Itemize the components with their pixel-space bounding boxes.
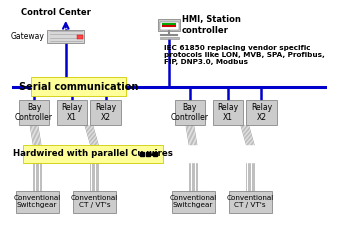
Text: IEC 61850 replacing vendor specific
protocols like LON, MVB, SPA, Profibus,
FIP,: IEC 61850 replacing vendor specific prot… bbox=[164, 45, 325, 65]
FancyBboxPatch shape bbox=[23, 145, 163, 163]
FancyBboxPatch shape bbox=[19, 100, 49, 125]
Text: Gateway: Gateway bbox=[10, 32, 44, 41]
FancyBboxPatch shape bbox=[31, 77, 126, 96]
FancyBboxPatch shape bbox=[246, 100, 276, 125]
Text: Conventional
CT / VT's: Conventional CT / VT's bbox=[227, 196, 274, 208]
Text: Conventional
CT / VT's: Conventional CT / VT's bbox=[71, 196, 118, 208]
Text: Conventional
Switchgear: Conventional Switchgear bbox=[14, 196, 61, 208]
FancyBboxPatch shape bbox=[213, 100, 243, 125]
Text: Bay
Controller: Bay Controller bbox=[15, 103, 53, 122]
FancyBboxPatch shape bbox=[73, 191, 116, 213]
FancyBboxPatch shape bbox=[48, 30, 84, 43]
FancyBboxPatch shape bbox=[90, 100, 121, 125]
Text: Conventional
Switchgear: Conventional Switchgear bbox=[169, 196, 217, 208]
Text: Relay
X1: Relay X1 bbox=[217, 103, 239, 122]
FancyBboxPatch shape bbox=[172, 191, 215, 213]
FancyBboxPatch shape bbox=[160, 37, 179, 39]
FancyBboxPatch shape bbox=[175, 100, 205, 125]
Text: HMI, Station
controller: HMI, Station controller bbox=[182, 15, 241, 35]
Text: Relay
X2: Relay X2 bbox=[95, 103, 116, 122]
Text: Bay
Controller: Bay Controller bbox=[171, 103, 209, 122]
Text: Relay
X1: Relay X1 bbox=[62, 103, 83, 122]
FancyBboxPatch shape bbox=[160, 22, 179, 30]
Text: Relay
X2: Relay X2 bbox=[251, 103, 272, 122]
FancyBboxPatch shape bbox=[229, 191, 272, 213]
Text: Serial communication: Serial communication bbox=[19, 82, 138, 92]
FancyBboxPatch shape bbox=[77, 35, 83, 39]
Text: Hardwired with parallel Cu wires: Hardwired with parallel Cu wires bbox=[13, 149, 173, 158]
FancyBboxPatch shape bbox=[16, 191, 58, 213]
FancyBboxPatch shape bbox=[158, 19, 180, 32]
Text: Control Center: Control Center bbox=[21, 9, 91, 18]
FancyBboxPatch shape bbox=[57, 100, 87, 125]
